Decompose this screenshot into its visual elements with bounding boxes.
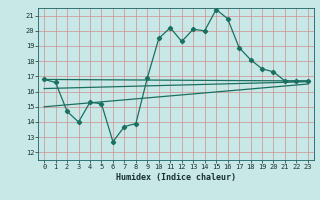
X-axis label: Humidex (Indice chaleur): Humidex (Indice chaleur) <box>116 173 236 182</box>
